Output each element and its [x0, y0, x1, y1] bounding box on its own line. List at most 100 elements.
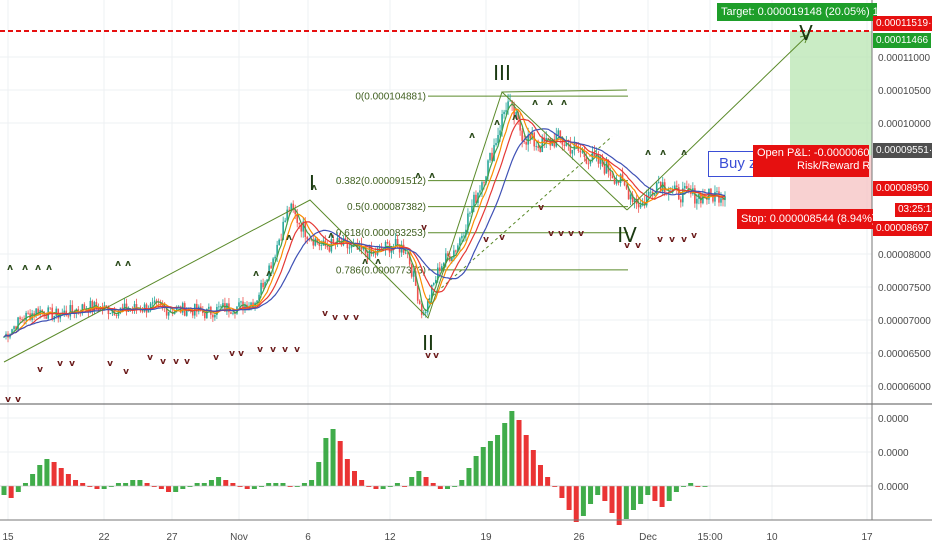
hist-bar-47 [337, 441, 343, 486]
wave-label-IV: IV [617, 223, 637, 247]
hist-bar-50 [359, 480, 365, 486]
y-tick-4: 0.00008000 [878, 250, 931, 261]
candle-body-138 [280, 239, 282, 241]
candle-body-101 [206, 308, 208, 319]
hist-bar-44 [316, 462, 322, 486]
signal-down-36: v [681, 235, 687, 245]
hist-bar-80 [573, 486, 579, 522]
candle-body-231 [467, 213, 469, 230]
candle-body-249 [503, 111, 505, 115]
candle-body-214 [432, 283, 435, 285]
candle-body-289 [583, 151, 586, 157]
signal-up-19: ʌ [645, 148, 651, 158]
wave-lines[interactable] [3, 34, 809, 363]
hist-bar-57 [409, 477, 415, 486]
open-pl-label[interactable]: Open P&L: -0.000006018 Risk/Reward Ratio [753, 145, 869, 177]
stop-label[interactable]: Stop: 0.000008544 (8.94%) [737, 209, 873, 229]
hist-bar-70 [502, 423, 508, 486]
candle-body-290 [585, 156, 588, 164]
signal-down-30: v [568, 229, 574, 239]
hist-bar-66 [473, 456, 479, 486]
projection-line [626, 34, 809, 211]
candle-body-128 [260, 282, 262, 295]
candle-body-244 [493, 145, 495, 162]
candle-body-12 [27, 312, 29, 314]
hist-bar-68 [487, 441, 493, 486]
candle-body-282 [569, 144, 572, 154]
hist-bar-21 [151, 486, 157, 487]
candle-body-43 [89, 300, 92, 313]
signal-up-8: ʌ [286, 233, 292, 243]
candle-body-218 [441, 266, 443, 272]
candle-body-268 [541, 137, 544, 152]
candle-body-6 [15, 326, 17, 330]
candle-body-32 [67, 315, 70, 317]
candle-body-233 [471, 205, 473, 213]
candle-body-127 [258, 294, 260, 301]
wave-path [3, 91, 628, 363]
hist-bar-71 [509, 411, 515, 486]
signal-up-23: ʌ [429, 171, 435, 181]
price-axis[interactable]: 0.00011000 0.00010500 0.00010000 0.00008000… [871, 0, 931, 520]
hist-bar-12 [87, 486, 93, 487]
hist-bar-88 [630, 486, 636, 510]
candle-body-220 [445, 253, 447, 263]
candle-body-226 [457, 245, 459, 252]
candle-body-104 [212, 314, 214, 318]
candle-body-237 [479, 190, 481, 193]
signal-down-31: v [578, 229, 584, 239]
candle-body-331 [667, 192, 670, 195]
signal-up-2: ʌ [35, 263, 41, 273]
signal-down-22: v [425, 351, 431, 361]
hist-bar-27 [194, 483, 200, 486]
signal-down-34: v [657, 235, 663, 245]
candle-body-0 [3, 336, 5, 338]
hist-bar-83 [595, 486, 601, 495]
candle-body-33 [69, 305, 72, 317]
candle-body-53 [109, 313, 112, 315]
hist-bar-23 [166, 486, 172, 492]
y-tick-2: 0.00010000 [878, 119, 931, 130]
hist-bar-59 [423, 477, 429, 486]
signal-up-21: ʌ [681, 148, 687, 158]
candle-body-314 [633, 198, 636, 203]
candle-body-164 [332, 239, 335, 243]
time-axis[interactable]: 15 22 27 Nov 6 12 19 26 Dec 15:00 10 17 [0, 519, 932, 543]
candle-body-188 [380, 246, 383, 250]
x-tick-9: 15:00 [697, 532, 722, 543]
hist-bar-25 [180, 486, 186, 489]
candle-body-243 [491, 152, 493, 162]
candle-body-217 [439, 267, 441, 272]
candle-body-196 [396, 239, 399, 245]
signal-down-18: v [322, 309, 328, 319]
price-tag-tp: 0.00011466 [873, 33, 932, 48]
signal-down-17: v [294, 345, 300, 355]
candle-body-280 [565, 143, 568, 146]
long-position-tool[interactable] [790, 31, 872, 210]
candle-body-299 [603, 166, 606, 174]
candle-body-212 [428, 299, 431, 301]
buy-order-label[interactable]: Buy z [708, 151, 756, 177]
candle-body-146 [296, 214, 299, 223]
candle-body-294 [593, 151, 596, 157]
candle-body-66 [135, 304, 138, 310]
fib-level-label-0: 0(0.000104881) [355, 92, 426, 103]
candle-body-191 [386, 241, 389, 244]
x-tick-1: 22 [98, 532, 110, 543]
candle-body-319 [643, 202, 646, 206]
hist-bar-79 [566, 486, 572, 510]
candle-body-239 [483, 182, 485, 184]
candle-body-335 [675, 185, 678, 188]
target-label[interactable]: Target: 0.000019148 (20.05%) 19 [717, 3, 877, 21]
candle-body-40 [83, 304, 86, 310]
price-tag-stop: 0.00008697 [873, 221, 932, 236]
candle-body-23 [49, 307, 51, 309]
candle-body-190 [384, 241, 387, 250]
hist-bar-93 [666, 486, 672, 501]
signal-down-23: v [433, 351, 439, 361]
candle-body-180 [364, 247, 367, 254]
price-tag-target: 0.00011519· [873, 16, 932, 31]
grid-layer [0, 0, 872, 520]
hist-bar-9 [65, 474, 71, 486]
